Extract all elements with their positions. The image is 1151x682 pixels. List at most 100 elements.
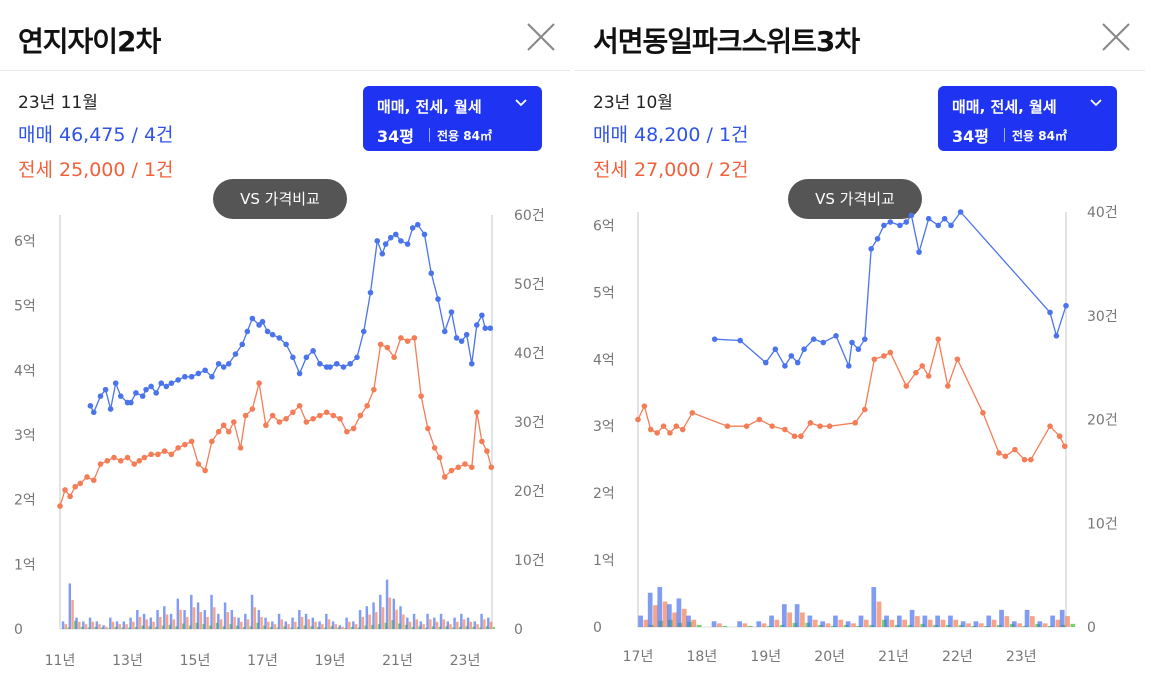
volume-bar — [476, 624, 479, 629]
volume-bar — [331, 621, 335, 629]
volume-bar — [681, 608, 687, 627]
jeonse-price-point — [276, 419, 283, 425]
volume-bar — [361, 616, 365, 629]
volume-bar — [1070, 623, 1076, 627]
sale-price-point — [897, 222, 903, 229]
jeonse-price-point — [357, 412, 364, 419]
volume-bar — [696, 624, 702, 627]
volume-bar — [291, 617, 294, 629]
jeonse-price-point — [945, 383, 951, 389]
volume-bar — [183, 610, 186, 629]
sale-price-point — [379, 251, 386, 257]
sale-price-point — [374, 238, 381, 244]
sale-price-point — [182, 373, 188, 380]
volume-bar — [643, 619, 649, 627]
volume-bar — [415, 619, 419, 629]
sale-price-point — [428, 270, 435, 277]
jeonse-price-point — [404, 338, 411, 344]
jeonse-price-point — [148, 451, 154, 458]
jeonse-price-point — [249, 406, 256, 412]
trade-filter-button[interactable]: 매매, 전세, 월세 34평 전용 84㎡ — [938, 86, 1117, 151]
volume-bar — [871, 587, 877, 627]
sale-price-point — [153, 390, 159, 396]
sale-price-point — [833, 333, 839, 339]
sale-price-point — [225, 360, 232, 367]
jeonse-price-point — [871, 356, 878, 363]
volume-bar — [686, 615, 691, 627]
jeonse-price-point — [77, 480, 84, 487]
close-icon[interactable] — [1101, 22, 1131, 52]
x-tick-label: 23년 — [450, 653, 481, 669]
volume-bar — [149, 617, 153, 629]
jeonse-price-point — [256, 380, 262, 386]
volume-bar — [203, 610, 207, 629]
jeonse-price-point — [647, 426, 654, 433]
sale-price-point — [846, 363, 852, 369]
jeonse-price-point — [202, 467, 208, 474]
jeonse-price-point — [225, 428, 232, 435]
volume-bar — [889, 619, 895, 627]
volume-bar — [449, 624, 452, 629]
volume-bar — [190, 594, 193, 629]
sale-price-point — [801, 346, 807, 353]
filter-trade-types: 매매, 전세, 월세 — [377, 98, 482, 116]
sale-price-point — [448, 309, 455, 315]
jeonse-price-point — [215, 428, 222, 435]
sale-price-point — [215, 360, 222, 367]
volume-bar — [98, 624, 101, 629]
panel-header: 연지자이2차 — [0, 0, 570, 71]
volume-bar — [446, 621, 450, 629]
sale-price-point — [296, 370, 303, 377]
vs-compare-button[interactable]: VS 가격비교 — [213, 179, 347, 219]
volume-bar — [240, 621, 243, 629]
close-icon[interactable] — [526, 22, 556, 52]
filter-divider — [1004, 128, 1005, 142]
volume-bar — [271, 621, 274, 629]
sale-price-point — [97, 393, 104, 399]
volume-bar — [896, 615, 902, 627]
volume-bar — [129, 617, 132, 629]
volume-bar — [774, 619, 780, 627]
vs-compare-button[interactable]: VS 가격비교 — [788, 179, 922, 219]
volume-bar — [851, 623, 856, 627]
volume-bar — [237, 617, 240, 629]
sale-price-point — [90, 409, 97, 416]
volume-bar — [372, 602, 375, 629]
jeonse-price-point — [431, 445, 438, 451]
volume-bar — [487, 617, 490, 629]
volume-bar — [264, 617, 267, 629]
jeonse-price-point — [168, 451, 175, 458]
sale-price-point — [158, 380, 165, 386]
sale-price-point — [303, 354, 310, 361]
volume-bar — [179, 609, 182, 629]
volume-bar — [787, 612, 792, 627]
jeonse-price-point — [807, 420, 814, 426]
volume-bar — [1065, 616, 1070, 627]
volume-bar — [226, 612, 230, 629]
jeonse-price-point — [769, 423, 775, 429]
volume-bar — [327, 619, 331, 629]
sale-price-point — [259, 318, 266, 325]
count-tick-label: 20건 — [514, 484, 545, 500]
sale-price-point — [874, 235, 881, 242]
volume-bar — [132, 621, 135, 629]
sale-price-point — [957, 209, 964, 215]
jeonse-price-point — [1056, 433, 1063, 440]
volume-bar — [756, 621, 762, 627]
count-tick-label: 30건 — [514, 415, 545, 431]
volume-bar — [186, 616, 189, 629]
jeonse-price-point — [791, 433, 798, 440]
volume-bar — [1037, 621, 1043, 627]
volume-bar — [433, 617, 436, 629]
volume-bar — [858, 615, 864, 627]
volume-bar — [402, 614, 405, 629]
volume-bar — [300, 616, 304, 629]
trade-filter-button[interactable]: 매매, 전세, 월세 34평 전용 84㎡ — [363, 86, 542, 151]
volume-bar — [927, 619, 933, 627]
jeonse-price-point — [371, 386, 377, 393]
volume-bar — [1024, 609, 1030, 627]
volume-bar — [381, 607, 385, 629]
filter-area: 전용 84㎡ — [1012, 129, 1067, 143]
selected-month: 23년 11월 — [18, 93, 98, 113]
x-tick-label: 22년 — [942, 649, 973, 665]
